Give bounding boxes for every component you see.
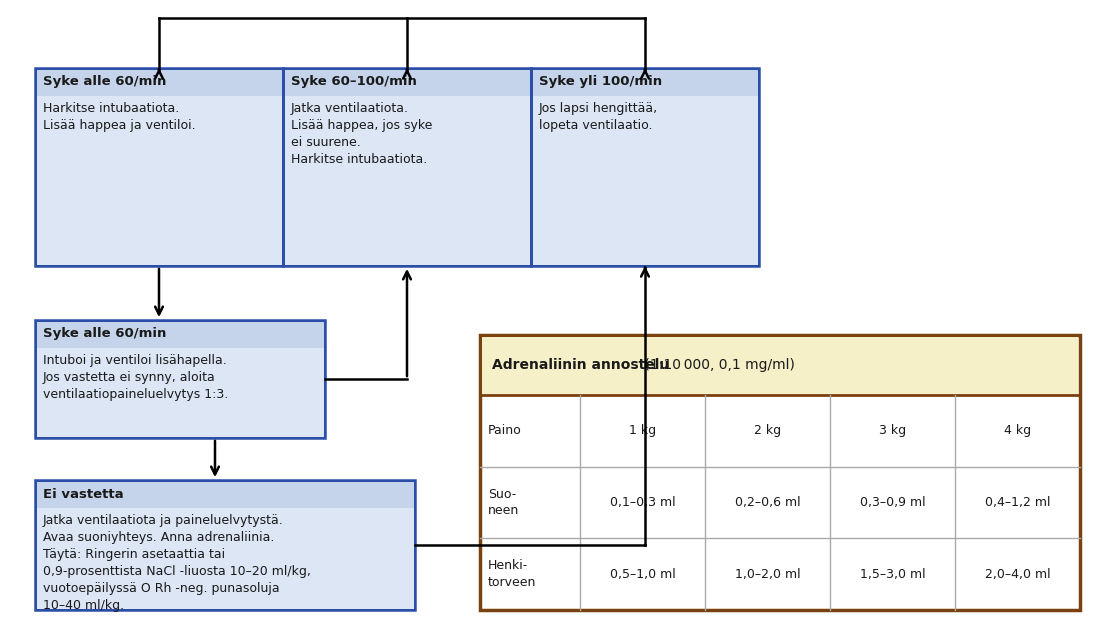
Bar [37,70,282,96]
Bar [35,320,325,438]
Text: Jatka ventilaatiota ja paineluelvytystä.
Avaa suoniyhteys. Anna adrenaliinia.
Tä: Jatka ventilaatiota ja paineluelvytystä.… [43,514,311,612]
Text: (1:10 000, 0,1 mg/ml): (1:10 000, 0,1 mg/ml) [640,358,795,372]
Text: Paino: Paino [487,424,522,437]
Text: Henki-
torveen: Henki- torveen [487,560,536,589]
Bar [37,508,414,608]
Bar [37,481,414,508]
Bar [37,348,324,436]
Text: 0,3–0,9 ml: 0,3–0,9 ml [859,496,925,509]
Text: Harkitse intubaatiota.
Lisää happea ja ventiloi.: Harkitse intubaatiota. Lisää happea ja v… [43,102,196,132]
Text: Intuboi ja ventiloi lisähapella.
Jos vastetta ei synny, aloita
ventilaatiopainel: Intuboi ja ventiloi lisähapella. Jos vas… [43,354,228,401]
Text: 0,5–1,0 ml: 0,5–1,0 ml [610,568,676,581]
Text: Suo-
neen: Suo- neen [487,488,520,517]
Text: Jatka ventilaatiota.
Lisää happea, jos syke
ei suurene.
Harkitse intubaatiota.: Jatka ventilaatiota. Lisää happea, jos s… [290,102,432,166]
Text: Jos lapsi hengittää,
lopeta ventilaatio.: Jos lapsi hengittää, lopeta ventilaatio. [539,102,658,132]
Text: 0,1–0,3 ml: 0,1–0,3 ml [610,496,676,509]
Text: 1,0–2,0 ml: 1,0–2,0 ml [735,568,800,581]
Text: Syke alle 60/min: Syke alle 60/min [43,75,166,88]
Bar [37,96,282,265]
Bar [283,68,531,266]
Text: 1,5–3,0 ml: 1,5–3,0 ml [859,568,925,581]
Text: Ei vastetta: Ei vastetta [43,487,124,500]
Text: 0,4–1,2 ml: 0,4–1,2 ml [985,496,1051,509]
Text: 2 kg: 2 kg [754,424,781,437]
Bar [35,68,283,266]
Bar [531,68,759,266]
Text: Syke 60–100/min: Syke 60–100/min [290,75,417,88]
Bar [35,480,415,610]
Bar [285,70,530,96]
Text: Syke yli 100/min: Syke yli 100/min [539,75,662,88]
Text: 0,2–0,6 ml: 0,2–0,6 ml [735,496,800,509]
Text: Syke alle 60/min: Syke alle 60/min [43,328,166,341]
Bar [482,337,1078,395]
Text: Adrenaliinin annostelu: Adrenaliinin annostelu [492,358,669,372]
Bar [532,70,758,96]
Bar [37,321,324,348]
Bar [285,96,530,265]
Text: 2,0–4,0 ml: 2,0–4,0 ml [985,568,1051,581]
Text: 1 kg: 1 kg [629,424,656,437]
Bar [480,335,1080,610]
Text: 3 kg: 3 kg [879,424,906,437]
Bar [532,96,758,265]
Text: 4 kg: 4 kg [1004,424,1031,437]
